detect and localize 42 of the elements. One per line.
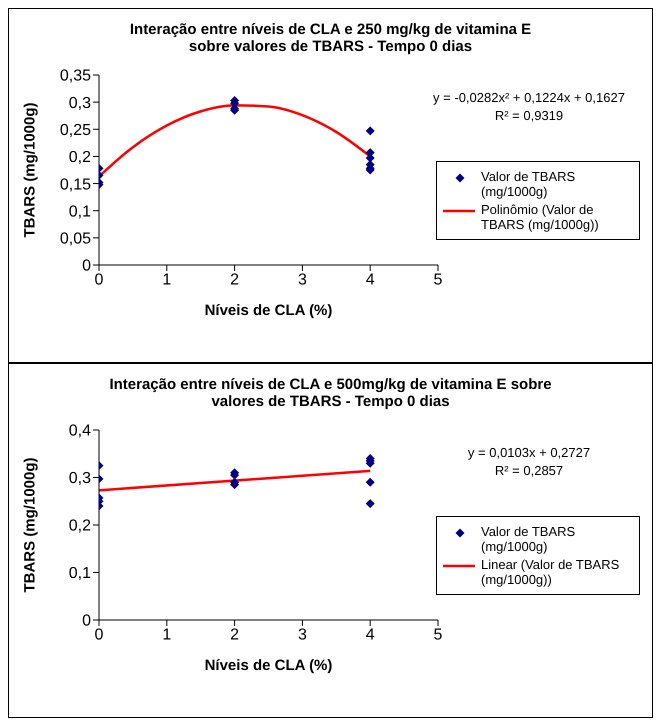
x-tick-label: 4 — [366, 626, 375, 644]
y-axis-title: TBARS (mg/1000g) — [21, 457, 38, 593]
x-tick-label: 4 — [366, 271, 375, 288]
chart-title: Interação entre níveis de CLA e 500mg/kg de vitamina E sobre valores de TBARS - Tempo 0 dias — [108, 375, 553, 410]
y-tick-label: 0,1 — [68, 565, 92, 582]
y-tick-label: 0,2 — [68, 518, 92, 535]
x-tick-label: 0 — [94, 271, 104, 288]
annotation: y = -0,0282x² + 0,1224x + 0,1627 — [432, 89, 626, 107]
y-tick-label: 0,3 — [68, 94, 92, 112]
y-tick-label: 0,1 — [68, 203, 92, 220]
y-tick-label: 0,4 — [68, 422, 92, 440]
x-tick-label: 5 — [434, 271, 443, 288]
legend-label: Valor de TBARS (mg/1000g) — [481, 168, 576, 198]
x-tick-label: 3 — [298, 626, 307, 644]
point — [366, 499, 375, 508]
x-tick-label: 1 — [162, 626, 172, 644]
y-tick-label: 0,05 — [60, 230, 92, 248]
text: R² = 0,9319 — [494, 107, 564, 125]
chart-title: Interação entre níveis de CLA e 250 mg/kg de vitamina E sobre valores de TBARS - Tempo 0 dias — [128, 20, 532, 55]
x-tick-label: 2 — [230, 626, 240, 644]
y-tick-label: 0 — [82, 258, 92, 275]
y-tick-label: 0,15 — [60, 176, 92, 194]
text: R² = 0,2857 — [494, 462, 564, 480]
legend-label: Valor de TBARS (mg/1000g) — [481, 524, 576, 554]
x-tick-label: 3 — [298, 271, 307, 288]
x-tick-label: 1 — [162, 271, 172, 288]
x-tick-label: 5 — [434, 626, 443, 644]
y-tick-label: 0,35 — [60, 68, 92, 85]
y-tick-label: 0,3 — [68, 470, 92, 488]
x-axis-title: Níveis de CLA (%) — [204, 657, 332, 674]
text: y = 0,0103x + 0,2727 — [466, 444, 592, 462]
x-axis-title: Níveis de CLA (%) — [204, 302, 332, 319]
y-axis-title: TBARS (mg/1000g) — [21, 102, 38, 238]
point — [366, 126, 375, 136]
legend-label: Polinômio (Valor de TBARS (mg/1000g)) — [481, 202, 600, 232]
y-tick-label: 0,2 — [68, 149, 92, 166]
point — [366, 478, 375, 487]
x-tick-label: 2 — [230, 271, 240, 288]
x-tick-label: 0 — [94, 626, 104, 644]
y-tick-label: 0 — [82, 612, 92, 630]
legend-label: Linear (Valor de TBARS (mg/1000g)) — [481, 556, 620, 586]
y-tick-label: 0,25 — [60, 122, 92, 139]
